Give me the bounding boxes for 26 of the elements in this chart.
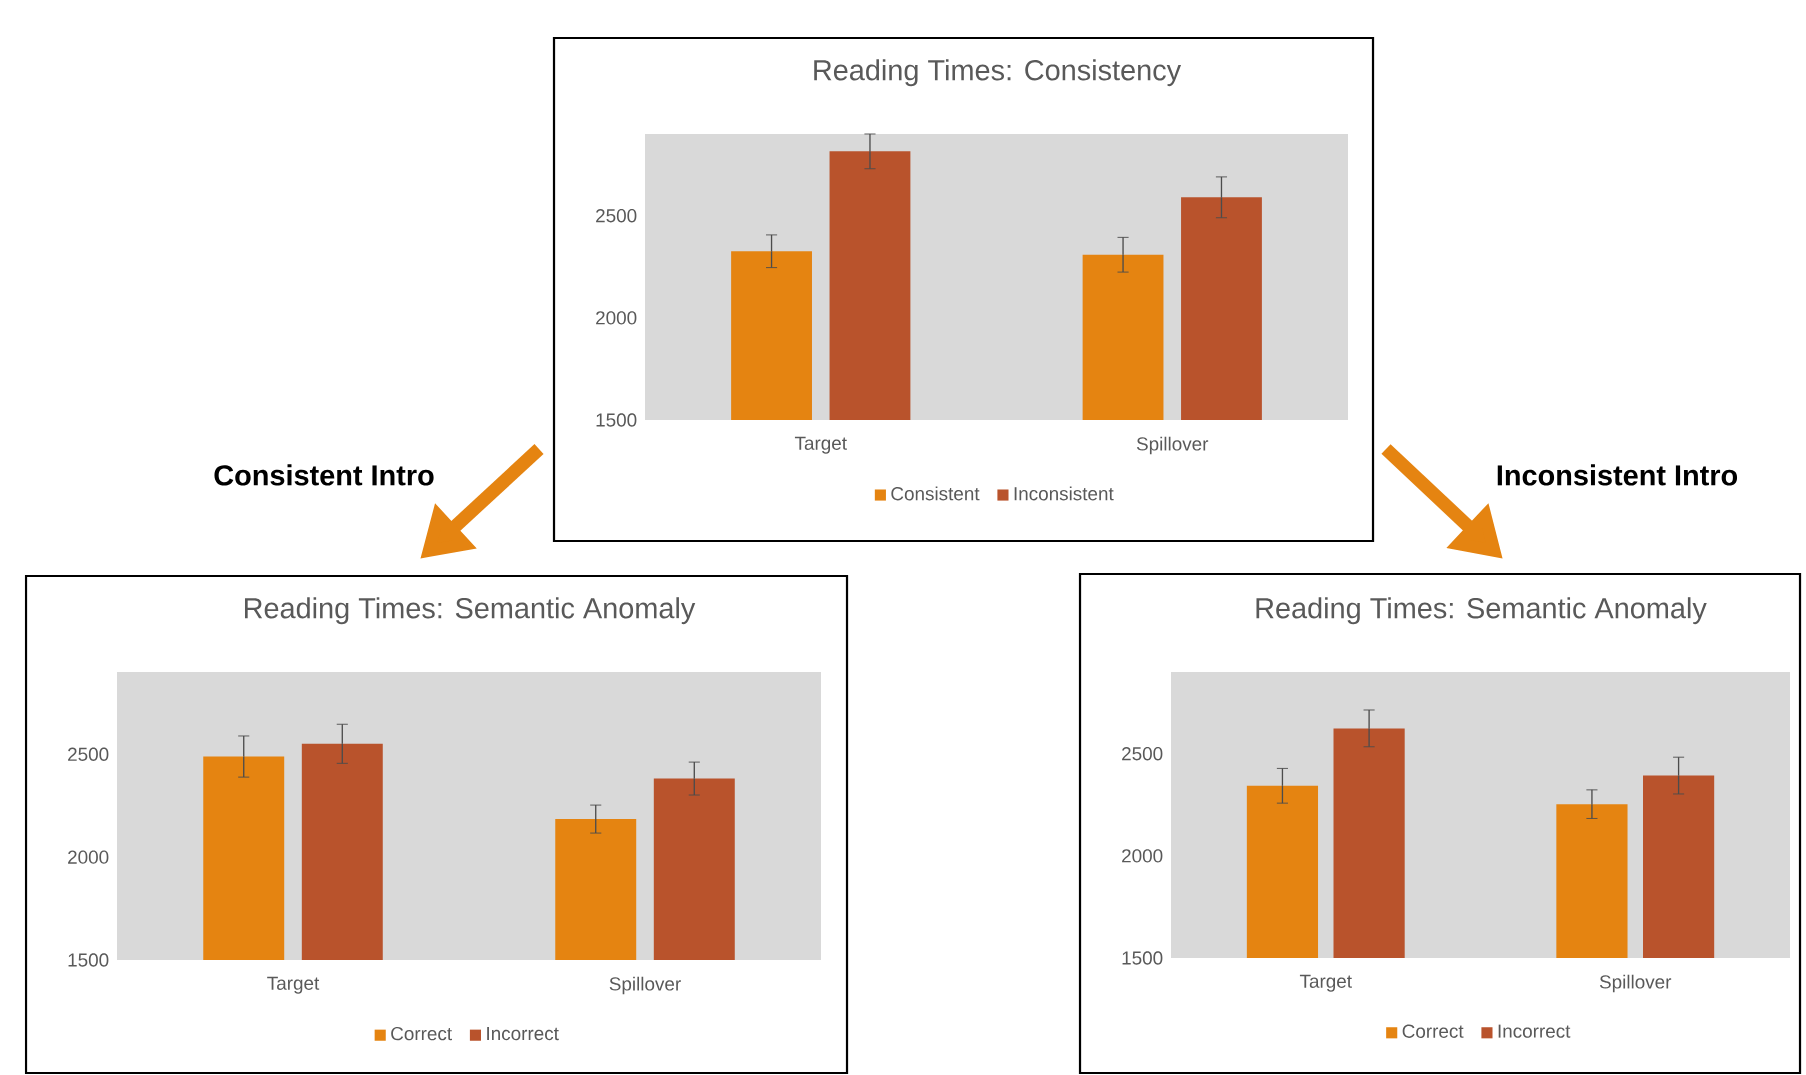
x-tick-label: Target [794, 436, 847, 454]
y-tick-label: 2500 [1122, 747, 1163, 761]
legend-label: Correct [1402, 1024, 1464, 1038]
legend-label: Incorrect [1498, 1024, 1571, 1038]
y-tick-label: 2000 [596, 311, 637, 325]
y-tick-label: 1500 [596, 413, 637, 427]
legend-label: Correct [391, 1026, 452, 1041]
chart-title: Reading Times: Semantic Anomaly [244, 597, 696, 625]
text: Inconsistent Intro [1497, 464, 1738, 486]
y-tick-label: 2500 [596, 209, 637, 223]
y-tick-label: 1500 [1122, 951, 1163, 965]
legend-label: Consistent [891, 486, 980, 501]
y-tick-label: 2000 [68, 850, 109, 864]
chart-title: Reading Times: Consistency [814, 59, 1182, 87]
y-tick-label: 2000 [1122, 849, 1163, 863]
y-tick-label: 2500 [68, 747, 109, 761]
x-tick-label: Target [1299, 974, 1352, 992]
chart-title: Reading Times: Semantic Anomaly [1256, 597, 1707, 625]
x-tick-label: Spillover [1136, 436, 1209, 455]
text: Consistent Intro [214, 464, 434, 486]
x-tick-label: Target [267, 976, 320, 994]
x-tick-label: Spillover [609, 976, 681, 995]
legend-label: Inconsistent [1014, 486, 1114, 501]
x-tick-label: Spillover [1599, 974, 1672, 993]
legend-label: Incorrect [487, 1027, 559, 1041]
y-tick-label: 1500 [68, 953, 109, 967]
